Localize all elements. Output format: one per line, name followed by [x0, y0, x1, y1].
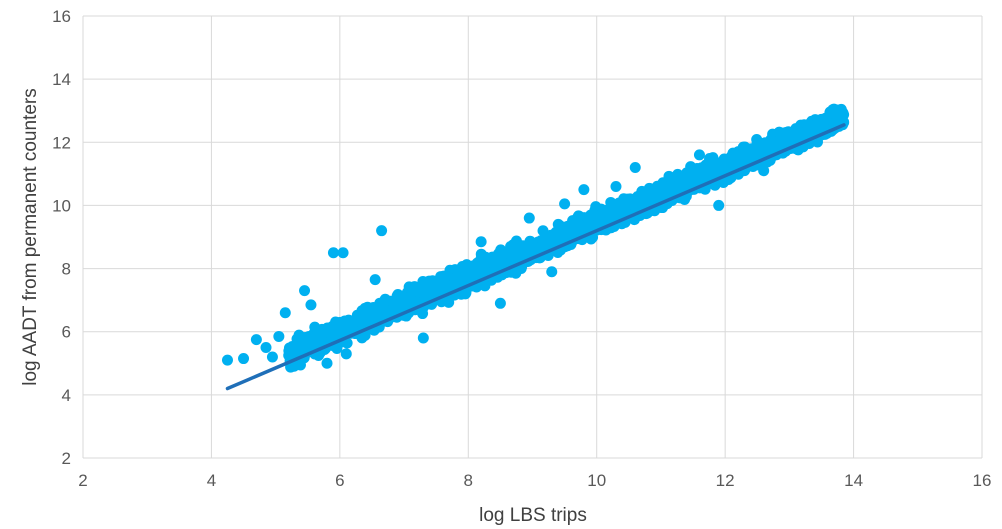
- data-point: [372, 302, 384, 314]
- data-point: [438, 270, 450, 282]
- data-point: [480, 251, 492, 263]
- data-point: [656, 191, 668, 203]
- data-point: [602, 205, 614, 217]
- data-points: [221, 103, 850, 373]
- data-point: [713, 199, 725, 211]
- data-point: [369, 274, 381, 286]
- y-tick-label: 16: [52, 7, 71, 26]
- data-point: [305, 299, 317, 311]
- data-point: [793, 130, 805, 142]
- y-tick-label: 4: [62, 386, 71, 405]
- data-point: [468, 263, 480, 275]
- data-point: [337, 247, 349, 259]
- data-point: [260, 342, 272, 353]
- x-tick-label: 12: [716, 471, 735, 490]
- gridlines: [82, 15, 983, 459]
- data-point: [327, 247, 339, 259]
- data-point: [273, 330, 285, 342]
- x-tick-label: 6: [335, 471, 344, 490]
- trendline: [225, 123, 846, 391]
- y-axis-label: log AADT from permanent counters: [20, 88, 41, 385]
- data-point: [430, 277, 442, 289]
- data-point: [250, 334, 262, 346]
- data-point: [363, 304, 375, 316]
- data-point: [572, 210, 584, 222]
- data-point: [737, 155, 749, 167]
- data-point: [751, 134, 763, 146]
- x-axis-label: log LBS trips: [479, 505, 587, 526]
- trendline-layer: [225, 123, 846, 391]
- data-point: [440, 279, 452, 291]
- data-point: [221, 354, 233, 366]
- data-point: [762, 145, 774, 157]
- y-tick-label: 12: [52, 133, 71, 152]
- x-tick-label: 8: [464, 471, 473, 490]
- data-point: [711, 166, 723, 178]
- y-tick-label: 6: [62, 323, 71, 342]
- data-point: [296, 335, 308, 347]
- data-point: [306, 331, 318, 343]
- y-tick-label: 2: [62, 449, 71, 468]
- data-point: [279, 307, 291, 319]
- data-point: [663, 170, 675, 182]
- data-point: [299, 285, 311, 297]
- y-tick-label: 14: [52, 70, 71, 89]
- data-point: [729, 154, 741, 166]
- data-point: [758, 165, 770, 177]
- x-tick-label: 4: [207, 471, 216, 490]
- data-point: [739, 147, 751, 159]
- data-point: [266, 351, 278, 363]
- data-point: [376, 225, 388, 237]
- data-point: [475, 236, 487, 248]
- data-point: [456, 273, 468, 285]
- x-tick-label: 2: [78, 471, 87, 490]
- x-tick-label: 10: [587, 471, 606, 490]
- data-point: [582, 212, 594, 224]
- data-point: [629, 162, 641, 174]
- data-point: [613, 197, 625, 209]
- data-point: [558, 227, 570, 239]
- data-point: [426, 286, 438, 298]
- y-tick-label: 8: [62, 260, 71, 279]
- data-point: [785, 131, 797, 143]
- data-point: [340, 321, 352, 333]
- data-point: [340, 348, 352, 360]
- data-point: [494, 297, 506, 309]
- data-point: [622, 196, 634, 208]
- data-point: [417, 276, 429, 288]
- data-point: [578, 184, 590, 196]
- data-point: [358, 316, 370, 328]
- data-point: [636, 198, 648, 210]
- data-point: [773, 126, 785, 138]
- data-point: [677, 175, 689, 187]
- data-point: [701, 170, 713, 182]
- data-point: [511, 245, 523, 257]
- data-point: [417, 332, 429, 344]
- x-tick-label: 16: [973, 471, 992, 490]
- data-point: [321, 357, 333, 369]
- data-point: [704, 152, 716, 164]
- data-point: [523, 212, 535, 224]
- data-point: [693, 149, 705, 161]
- data-point: [686, 165, 698, 177]
- data-point: [544, 232, 556, 244]
- x-tick-label: 14: [844, 471, 863, 490]
- data-point: [238, 353, 250, 365]
- data-point: [546, 266, 558, 278]
- y-tick-label: 10: [52, 196, 71, 215]
- data-point: [832, 108, 844, 120]
- tick-labels: 2 4 6 8 10 12 14 16 2 4 6 8 10 12 14 16: [52, 7, 991, 490]
- data-point: [610, 180, 622, 192]
- data-point: [559, 198, 571, 210]
- data-point: [664, 180, 676, 192]
